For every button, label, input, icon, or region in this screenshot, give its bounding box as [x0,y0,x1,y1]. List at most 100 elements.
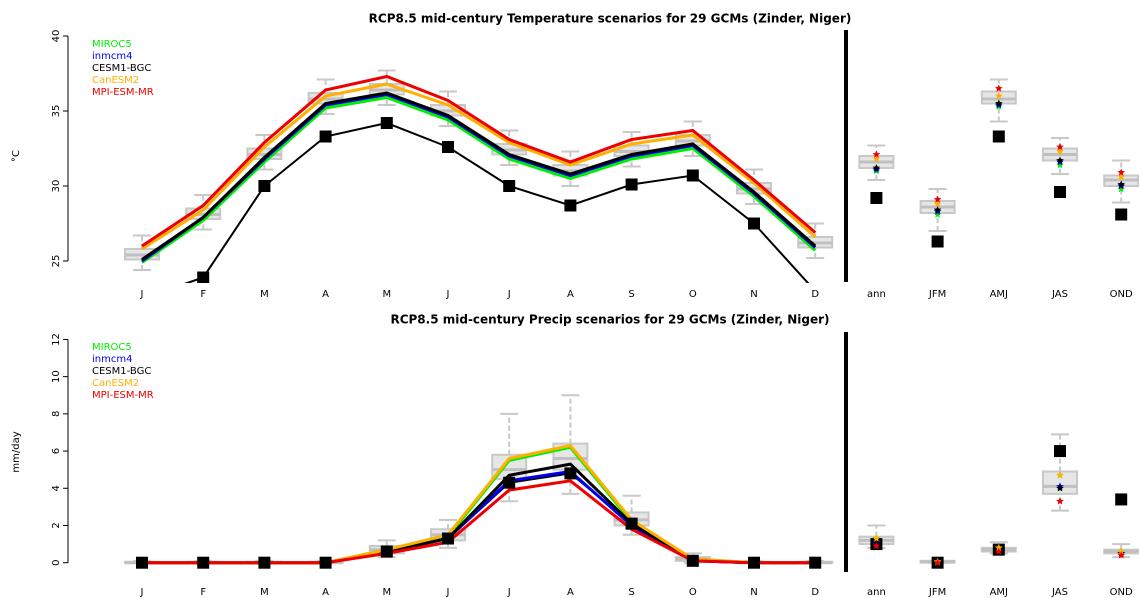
series-star [1056,497,1064,505]
observed-marker [625,178,638,191]
x-tick-label: A [567,587,574,598]
chart-title: RCP8.5 mid-century Temperature scenarios… [369,12,852,26]
series-line [141,74,817,248]
y-tick-label: 35 [51,105,62,118]
x-tick-label: M [260,289,269,300]
y-tick-label: 12 [51,333,62,346]
x-tick-label: D [811,587,819,598]
x-tick-label: J [446,289,450,300]
x-tick-label: JAS [1051,289,1068,300]
series-star [1056,471,1064,479]
legend-entry: CESM1-BGC [92,63,151,74]
observed-marker [748,556,760,569]
series-star [872,542,881,550]
series-star [1117,547,1125,555]
series-star [1117,185,1125,193]
x-tick-label: J [507,587,511,598]
x-tick-label: A [567,289,574,300]
y-tick-label: 6 [51,448,62,454]
x-tick-label: ann [867,289,886,300]
x-tick-label: F [200,587,206,598]
series-star [1056,147,1064,155]
x-tick-label: OND [1110,587,1133,598]
observed-marker [1054,445,1066,458]
observed-marker [809,556,822,569]
series-star [872,538,881,546]
series-star [995,543,1003,552]
observed-marker [442,532,454,545]
observed-marker [870,192,883,204]
legend-entry: CanESM2 [92,378,139,389]
series-line [141,82,817,251]
y-tick-label: 0 [51,560,62,566]
series-star [1056,484,1064,492]
observed-marker [442,141,454,153]
observed-marker [258,556,271,569]
series-star [933,558,942,566]
y-tick-label: 2 [51,522,62,528]
observed-marker [197,271,210,283]
x-tick-label: AMJ [990,289,1008,300]
series-line [142,462,816,565]
x-tick-label: J [140,289,144,300]
legend-entry: CESM1-BGC [92,366,151,377]
chart-title: RCP8.5 mid-century Precip scenarios for … [390,313,829,327]
y-axis-label: °C [11,150,22,162]
series-star [1117,168,1125,176]
y-axis-label: mm/day [11,431,22,472]
series-star [995,84,1003,92]
x-tick-label: N [750,289,757,300]
y-tick-label: 8 [51,411,62,417]
y-tick-label: 40 [51,30,62,43]
plot-area [124,394,1139,569]
series-line [142,479,816,565]
series-star [1056,161,1064,169]
legend-entry: MPI-ESM-MR [92,87,154,98]
series-star [872,150,881,158]
x-tick-label: N [750,587,757,598]
series-star [933,206,942,214]
x-tick-label: D [811,289,819,300]
x-tick-label: A [322,289,329,300]
observed-marker [380,545,393,558]
x-tick-label: OND [1110,289,1133,300]
legend-entry: inmcm4 [92,354,132,365]
x-tick-label: A [322,587,329,598]
x-tick-label: O [689,587,697,598]
series-star [1117,551,1125,559]
series-line [142,443,816,565]
observed-marker [625,517,638,530]
x-tick-label: S [628,587,634,598]
observed-marker [1054,186,1066,198]
y-tick-label: 30 [51,180,62,193]
series-star [872,155,881,163]
observed-marker [136,556,148,569]
observed-marker [319,130,332,143]
x-tick-label: M [382,587,391,598]
series-star [933,210,942,218]
series-star [1056,156,1064,164]
legend-entry: inmcm4 [92,51,132,62]
series-star [933,200,942,208]
x-tick-label: JFM [928,289,946,300]
observed-marker [686,169,699,182]
observed-marker [931,235,944,248]
legend-entry: MPI-ESM-MR [92,390,154,401]
x-tick-label: O [689,289,697,300]
series-star [872,164,881,172]
observed-marker [197,556,210,569]
observed-marker [319,556,332,569]
series-line [141,95,817,264]
y-tick-label: 4 [51,485,62,491]
x-tick-label: J [507,289,511,300]
series-star [995,92,1003,100]
x-tick-label: M [260,587,269,598]
x-tick-label: ann [867,587,886,598]
observed-marker [748,217,760,230]
y-tick-label: 25 [51,255,62,268]
series-star [995,547,1003,555]
observed-line [184,121,810,283]
x-tick-label: S [628,289,634,300]
series-line [141,91,817,261]
